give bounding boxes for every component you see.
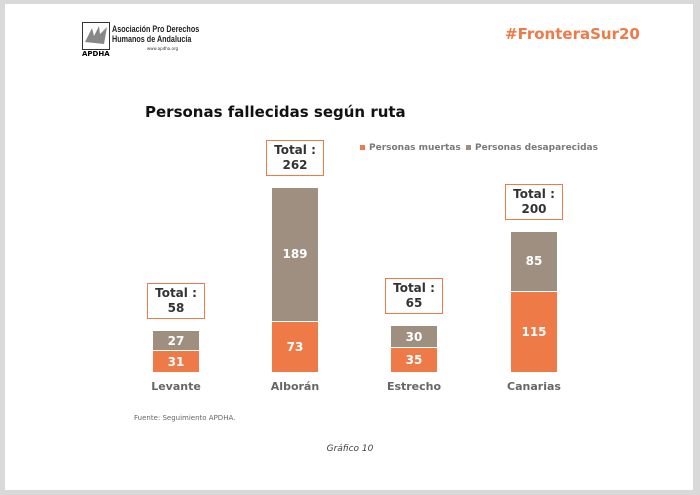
legend-muertas: Personas muertas xyxy=(360,143,461,153)
bar-desaparecidas-alborán: 189 xyxy=(272,188,318,321)
bar-muertas-levante: 31 xyxy=(153,350,199,372)
total-label-alborán: Total :262 xyxy=(266,140,324,177)
logo-url: www.apdha.org xyxy=(147,46,179,51)
category-label: Alborán xyxy=(270,380,320,393)
bar-muertas-alborán: 73 xyxy=(272,320,318,372)
bar-muertas-canarias: 115 xyxy=(511,291,557,372)
figure-caption: Gráfico 10 xyxy=(326,444,374,454)
total-label-levante: Total :58 xyxy=(147,283,205,320)
bar-muertas-estrecho: 35 xyxy=(391,347,437,372)
chart-title: Personas fallecidas según ruta xyxy=(145,103,406,121)
category-label: Estrecho xyxy=(386,380,442,393)
total-label-estrecho: Total :65 xyxy=(385,278,443,315)
category-label: Levante xyxy=(151,380,201,393)
bar-desaparecidas-canarias: 85 xyxy=(511,231,557,292)
bar-desaparecidas-levante: 27 xyxy=(153,331,199,351)
category-label: Canarias xyxy=(507,380,561,393)
logo-acronym: APDHA xyxy=(82,50,110,58)
source-note: Fuente: Seguimiento APDHA. xyxy=(134,414,236,422)
legend-desaparecidas: Personas desaparecidas xyxy=(466,143,598,153)
page xyxy=(5,4,693,490)
total-label-canarias: Total :200 xyxy=(505,183,563,220)
logo-text: Asociación Pro Derechos Humanos de Andalu… xyxy=(112,24,200,44)
apdha-logo xyxy=(82,22,110,50)
bar-desaparecidas-estrecho: 30 xyxy=(391,326,437,348)
hashtag: #FronteraSur20 xyxy=(505,25,640,43)
